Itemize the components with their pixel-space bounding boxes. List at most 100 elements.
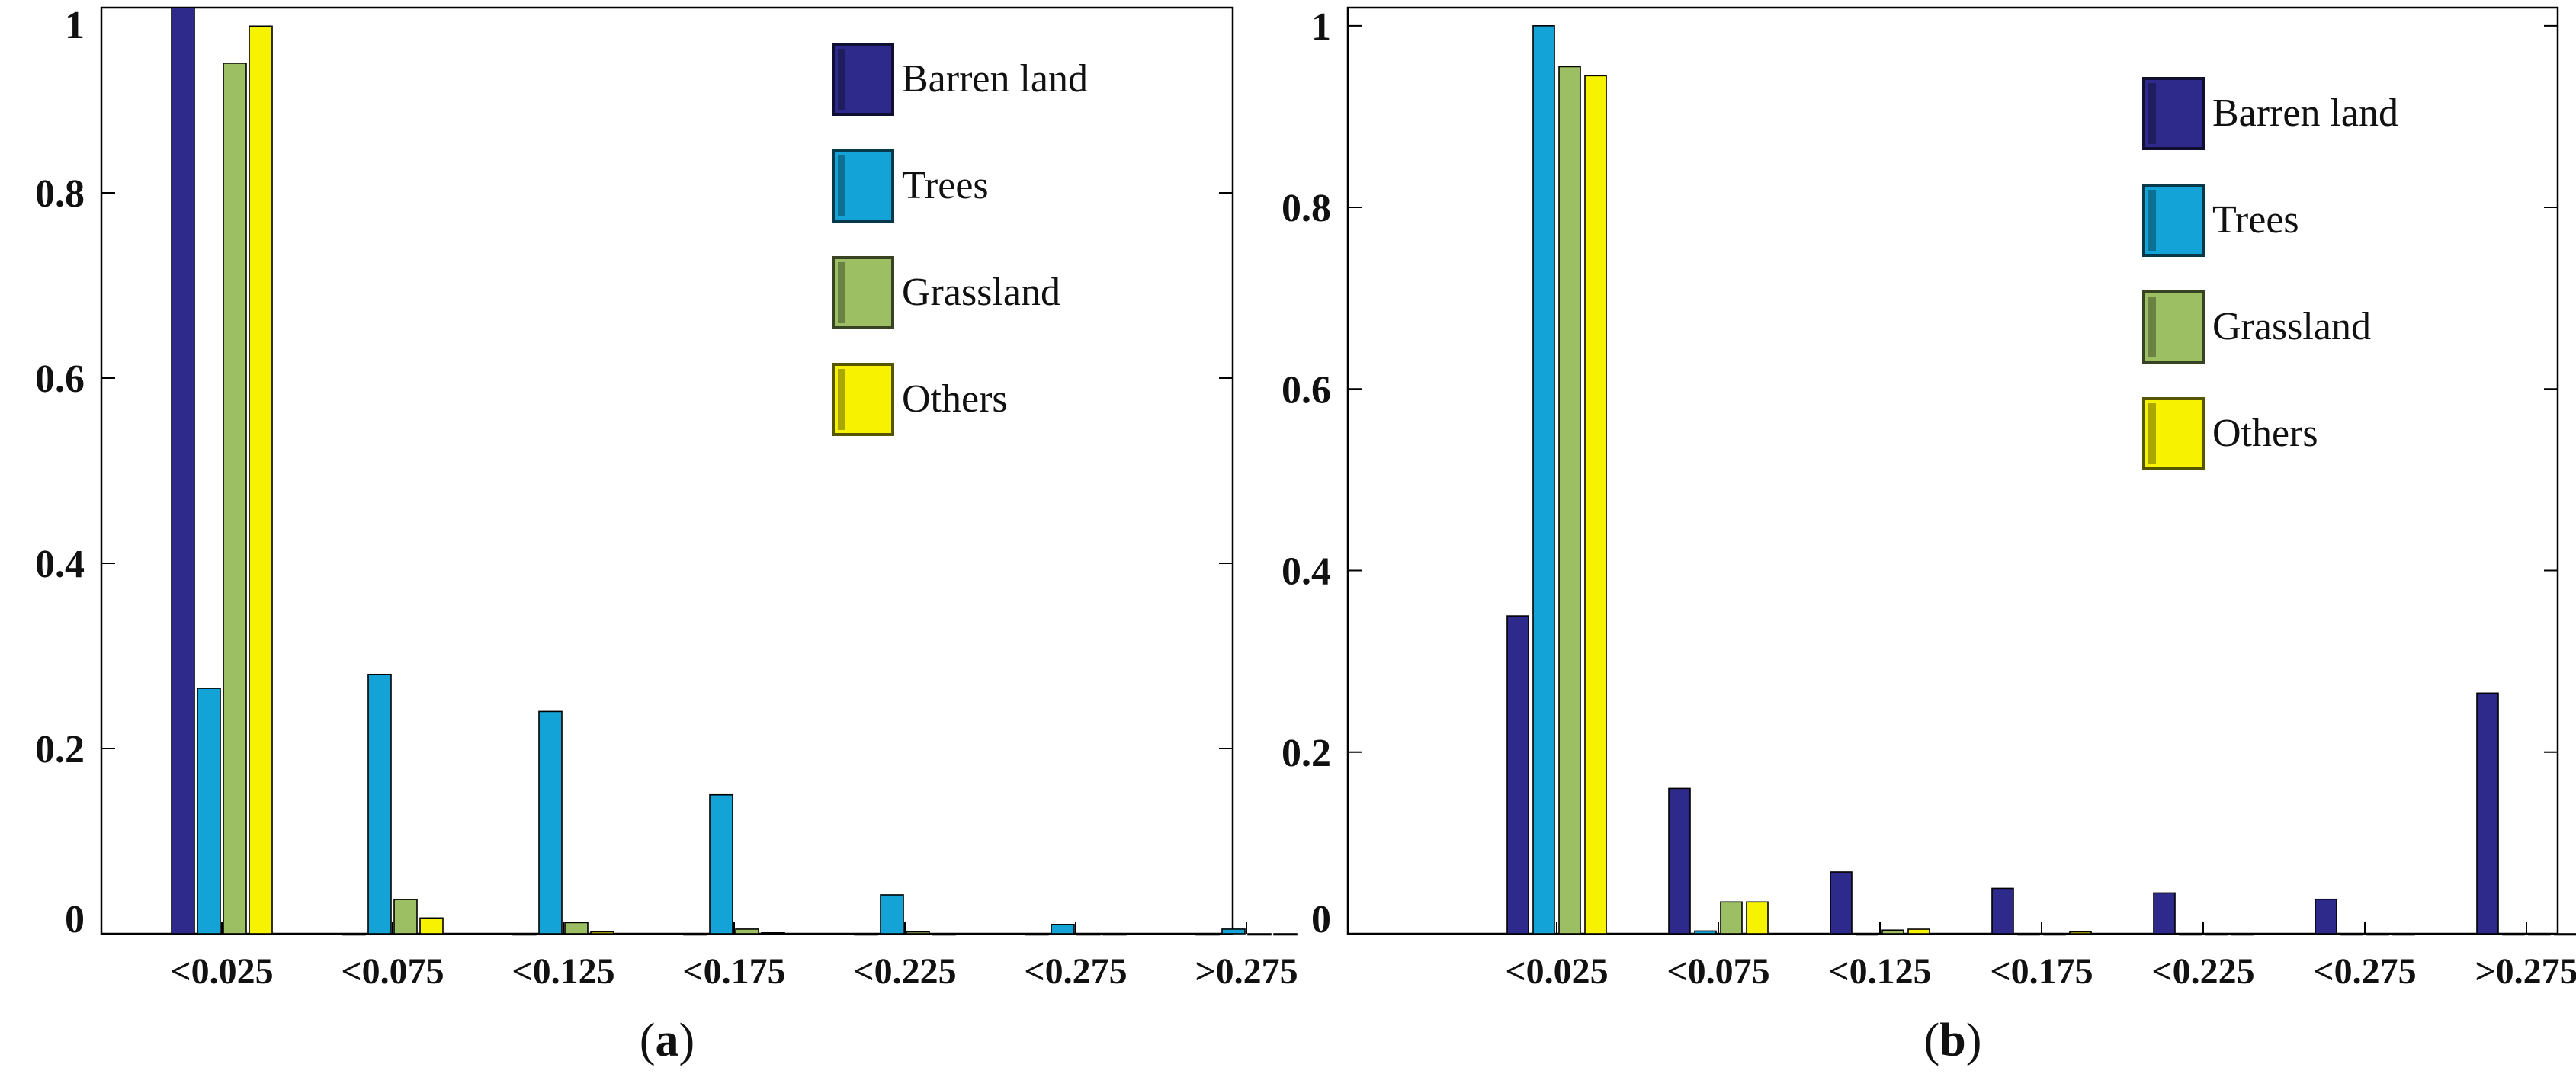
bar-a-1-4 bbox=[880, 894, 904, 935]
x-tick-label: >0.275 bbox=[1195, 951, 1298, 992]
bar-a-0-4 bbox=[854, 933, 878, 936]
legend-swatch-2 bbox=[832, 256, 894, 329]
x-tick-label: <0.225 bbox=[2151, 951, 2254, 992]
legend-swatch-0 bbox=[832, 43, 894, 116]
bar-b-0-0 bbox=[1506, 615, 1529, 935]
bar-b-2-3 bbox=[2043, 933, 2066, 936]
legend-label-1: Trees bbox=[2212, 198, 2299, 242]
y-tick-label: 1 bbox=[65, 4, 85, 47]
bar-a-3-4 bbox=[932, 933, 956, 936]
bar-b-0-1 bbox=[1668, 787, 1691, 935]
y-tick-label: 0.8 bbox=[1282, 187, 1331, 230]
legend-label-2: Grassland bbox=[2212, 305, 2371, 348]
bar-a-3-3 bbox=[761, 931, 785, 935]
legend-swatch-1 bbox=[2142, 184, 2205, 257]
bar-a-2-6 bbox=[1247, 933, 1272, 936]
bar-b-2-4 bbox=[2205, 933, 2228, 936]
bar-b-3-0 bbox=[1584, 75, 1607, 935]
bar-a-0-5 bbox=[1025, 933, 1049, 936]
legend-label-3: Others bbox=[2212, 412, 2318, 455]
legend-swatch-shade bbox=[2148, 403, 2156, 464]
bar-b-1-4 bbox=[2179, 933, 2202, 936]
legend-swatch-shade bbox=[2148, 83, 2156, 144]
bar-a-2-2 bbox=[564, 922, 589, 935]
legend-swatch-shade bbox=[2148, 190, 2156, 251]
legend-swatch-0 bbox=[2142, 77, 2205, 150]
bar-a-0-3 bbox=[683, 933, 707, 936]
bar-b-3-3 bbox=[2069, 931, 2092, 935]
bar-b-2-5 bbox=[2366, 933, 2389, 936]
bar-b-3-6 bbox=[2554, 933, 2576, 936]
bar-a-3-1 bbox=[419, 917, 444, 935]
bar-b-2-6 bbox=[2528, 933, 2551, 936]
bar-b-0-4 bbox=[2153, 892, 2176, 935]
panel-label: (a) bbox=[640, 1015, 695, 1066]
y-tick-label: 0.6 bbox=[35, 357, 85, 401]
y-tick-label: 0.4 bbox=[1282, 550, 1331, 594]
legend-label-1: Trees bbox=[902, 164, 989, 207]
x-tick-label: <0.125 bbox=[1828, 951, 1931, 992]
bar-a-0-1 bbox=[342, 933, 366, 936]
bar-a-0-2 bbox=[512, 933, 537, 936]
y-tick-label: 0 bbox=[65, 898, 85, 941]
x-tick-label: <0.025 bbox=[1505, 951, 1608, 992]
plot-area bbox=[1346, 6, 2559, 935]
x-tick-label: <0.275 bbox=[2313, 951, 2416, 992]
bar-b-1-0 bbox=[1532, 25, 1555, 935]
bar-a-1-6 bbox=[1221, 928, 1246, 935]
legend-swatch-shade bbox=[838, 369, 845, 430]
bar-b-3-5 bbox=[2392, 933, 2415, 936]
legend-swatch-3 bbox=[2142, 397, 2205, 470]
bar-a-2-1 bbox=[393, 899, 418, 935]
x-tick-label: <0.075 bbox=[341, 951, 444, 992]
x-tick-label: <0.075 bbox=[1667, 951, 1769, 992]
bar-b-2-0 bbox=[1558, 66, 1581, 935]
bar-a-3-2 bbox=[590, 931, 614, 935]
legend-swatch-1 bbox=[832, 149, 894, 223]
x-tick-label: >0.275 bbox=[2475, 951, 2576, 992]
bar-b-0-2 bbox=[1830, 871, 1853, 935]
plot-area bbox=[100, 6, 1234, 935]
bar-a-3-0 bbox=[249, 25, 273, 935]
bar-b-0-3 bbox=[1991, 887, 2014, 935]
y-tick-label: 0.2 bbox=[1282, 732, 1331, 775]
legend-swatch-shade bbox=[2148, 297, 2156, 357]
x-tick-label: <0.175 bbox=[682, 951, 785, 992]
bar-b-0-5 bbox=[2315, 898, 2337, 935]
legend-label-0: Barren land bbox=[902, 57, 1088, 101]
legend-swatch-shade bbox=[838, 49, 845, 110]
chart-panel-a: 0 0.2 0.4 0.6 0.8 1 <0.025 <0.075 <0.125 <0.175 <0… bbox=[35, 4, 1298, 1066]
legend-swatch-3 bbox=[832, 363, 894, 436]
y-tick-label: 1 bbox=[1311, 5, 1331, 49]
bar-b-1-3 bbox=[2017, 933, 2040, 936]
bar-a-0-6 bbox=[1195, 933, 1220, 936]
bar-b-0-6 bbox=[2476, 692, 2499, 935]
x-tick-label: <0.025 bbox=[170, 951, 273, 992]
bar-a-0-0 bbox=[171, 7, 195, 935]
bar-a-3-5 bbox=[1102, 933, 1127, 936]
chart-panel-b: 0 0.2 0.4 0.6 0.8 1 <0.025 <0.075 <0.125 <0.175 <0… bbox=[1282, 5, 2576, 1066]
bar-a-1-2 bbox=[538, 710, 563, 935]
y-tick-label: 0 bbox=[1311, 898, 1331, 941]
bar-a-1-1 bbox=[367, 673, 392, 935]
y-tick-label: 0.4 bbox=[35, 543, 85, 586]
bar-b-2-2 bbox=[1881, 929, 1904, 935]
bar-b-1-5 bbox=[2340, 933, 2363, 936]
bar-a-1-5 bbox=[1051, 924, 1075, 935]
legend-label-3: Others bbox=[902, 377, 1008, 421]
bar-b-1-2 bbox=[1856, 933, 1878, 936]
bar-b-3-1 bbox=[1746, 901, 1769, 935]
bar-a-1-3 bbox=[709, 793, 733, 935]
y-tick-label: 0.8 bbox=[35, 172, 85, 216]
legend-swatch-2 bbox=[2142, 290, 2205, 364]
bar-a-2-3 bbox=[735, 928, 759, 935]
bar-b-1-1 bbox=[1694, 930, 1717, 935]
bar-b-2-1 bbox=[1720, 901, 1743, 935]
bar-a-3-6 bbox=[1273, 933, 1298, 936]
y-tick-label: 0.6 bbox=[1282, 368, 1331, 412]
panel-label: (b) bbox=[1924, 1015, 1982, 1066]
legend-label-0: Barren land bbox=[2212, 91, 2398, 135]
bar-a-1-0 bbox=[197, 688, 221, 935]
bar-b-1-6 bbox=[2502, 933, 2525, 936]
